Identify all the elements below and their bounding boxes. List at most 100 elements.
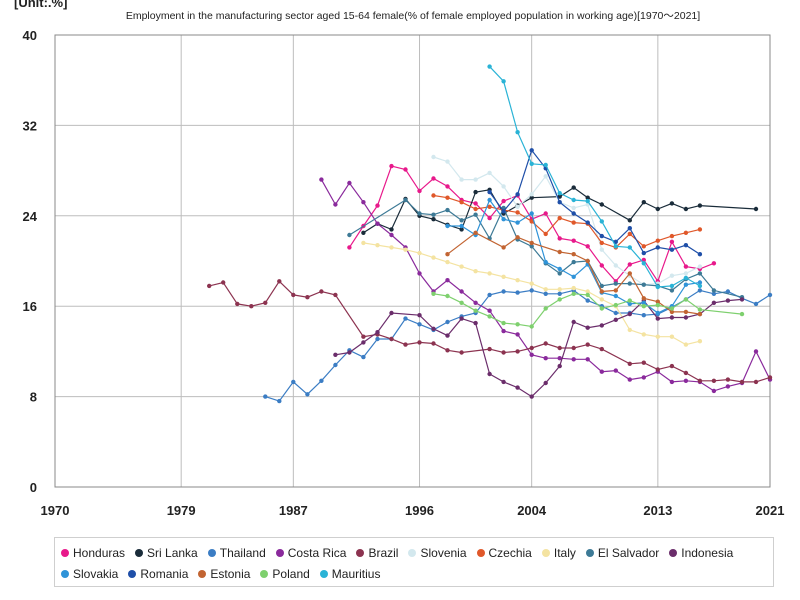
data-point <box>683 271 689 276</box>
data-point <box>487 170 492 176</box>
x-tick-label: 1979 <box>167 503 196 518</box>
data-point <box>515 235 520 240</box>
data-point <box>529 161 534 166</box>
data-point <box>683 230 689 235</box>
data-point <box>543 356 548 361</box>
data-point <box>641 296 646 301</box>
data-point <box>613 281 618 286</box>
data-point <box>403 167 408 172</box>
data-point <box>445 252 450 257</box>
data-point <box>389 227 394 232</box>
data-point <box>669 239 675 244</box>
data-point <box>333 362 338 368</box>
legend-label: Sri Lanka <box>147 545 198 560</box>
data-point <box>515 278 520 283</box>
legend-item: El Salvador <box>585 546 659 560</box>
data-point <box>585 198 590 204</box>
y-tick-label: 32 <box>23 118 37 133</box>
data-point <box>501 274 506 279</box>
data-point <box>613 244 618 249</box>
data-point <box>529 352 534 357</box>
data-point <box>585 325 590 330</box>
data-point <box>613 317 618 322</box>
data-point <box>613 263 618 268</box>
data-point <box>641 200 646 205</box>
legend-label: Romania <box>140 566 189 581</box>
data-point <box>417 340 422 345</box>
data-point <box>333 292 338 298</box>
data-point <box>487 189 492 195</box>
data-point <box>571 220 576 225</box>
data-point <box>319 378 324 383</box>
data-point <box>627 245 632 250</box>
data-point <box>529 394 534 399</box>
data-point <box>361 230 366 235</box>
data-point <box>473 230 478 235</box>
data-point <box>361 240 366 246</box>
data-point <box>459 300 464 305</box>
data-point <box>599 346 604 352</box>
data-point <box>725 289 731 294</box>
data-point <box>417 322 422 327</box>
series-line <box>447 232 700 315</box>
legend-label: Poland <box>272 566 310 581</box>
data-point <box>221 280 226 285</box>
series-estonia <box>445 230 703 317</box>
data-point <box>557 287 562 292</box>
y-tick-label: 8 <box>30 390 37 405</box>
data-point <box>403 247 408 252</box>
y-tick-label: 24 <box>23 209 38 224</box>
data-point <box>501 350 506 355</box>
legend-marker <box>61 569 69 578</box>
data-point <box>571 357 576 362</box>
series-mauritius <box>487 64 703 290</box>
series-line <box>489 66 701 288</box>
data-point <box>599 297 604 302</box>
data-point <box>683 282 689 287</box>
data-point <box>529 211 534 216</box>
data-point <box>431 217 436 222</box>
data-point <box>557 191 562 196</box>
data-point <box>557 291 562 296</box>
legend-item: Mauritius <box>319 567 380 581</box>
data-point <box>655 206 660 212</box>
data-point <box>669 233 675 239</box>
legend-marker <box>61 548 69 557</box>
data-point <box>487 371 492 377</box>
data-point <box>431 291 436 296</box>
data-point <box>669 309 675 315</box>
data-point <box>473 212 478 217</box>
data-point <box>725 298 731 303</box>
data-point <box>389 163 394 169</box>
data-point <box>711 388 717 394</box>
data-point <box>613 293 618 299</box>
data-point <box>683 309 689 315</box>
series-line <box>363 186 757 234</box>
data-point <box>515 130 520 135</box>
data-point <box>459 200 464 205</box>
data-point <box>347 180 352 186</box>
data-point <box>557 363 562 369</box>
data-point <box>725 377 731 382</box>
legend-row: Slovakia Romania Estonia Poland Mauritius <box>61 563 767 584</box>
data-point <box>515 290 520 295</box>
data-point <box>627 298 632 303</box>
data-point <box>459 289 464 294</box>
data-point <box>557 200 562 205</box>
legend-marker <box>408 548 417 557</box>
data-point <box>459 316 464 321</box>
data-point <box>669 379 675 385</box>
legend-item: Romania <box>128 567 188 581</box>
data-point <box>347 245 352 250</box>
data-point <box>655 316 660 321</box>
data-point <box>473 308 478 313</box>
data-point <box>585 220 590 225</box>
legend-marker <box>319 569 328 578</box>
data-point <box>627 226 632 231</box>
data-point <box>417 188 422 194</box>
data-point <box>613 239 618 244</box>
legend-marker <box>585 548 594 557</box>
data-point <box>305 392 310 397</box>
data-point <box>333 202 338 207</box>
data-point <box>697 311 703 317</box>
